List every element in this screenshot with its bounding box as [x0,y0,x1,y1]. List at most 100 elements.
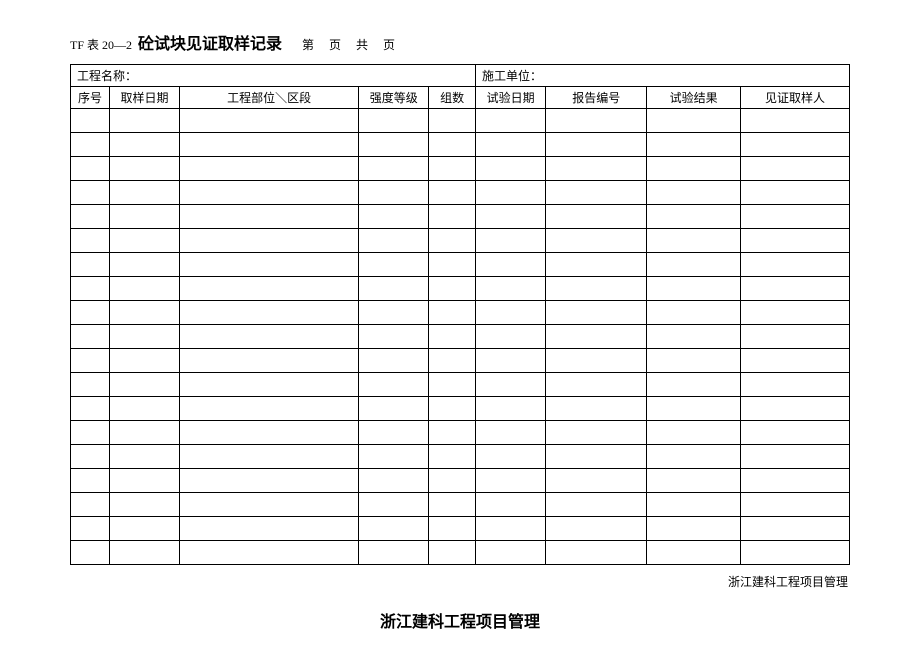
table-cell [546,157,647,181]
construction-unit-cell: 施工单位： [476,65,850,87]
col-report-no: 报告编号 [546,87,647,109]
table-cell [647,397,740,421]
table-row [71,133,850,157]
table-row [71,493,850,517]
table-cell [546,277,647,301]
table-cell [359,469,429,493]
table-cell [359,517,429,541]
table-cell [647,277,740,301]
table-cell [647,253,740,277]
table-cell [180,421,359,445]
table-cell [740,253,849,277]
table-cell [359,325,429,349]
table-cell [180,397,359,421]
table-row [71,445,850,469]
project-name-cell: 工程名称： [71,65,476,87]
table-cell [476,421,546,445]
table-cell [109,397,179,421]
table-cell [180,205,359,229]
table-cell [180,133,359,157]
table-cell [546,493,647,517]
table-cell [359,301,429,325]
table-cell [71,397,110,421]
col-seq: 序号 [71,87,110,109]
table-cell [71,181,110,205]
table-cell [180,517,359,541]
table-cell [740,229,849,253]
table-cell [476,229,546,253]
table-cell [740,133,849,157]
table-cell [109,517,179,541]
table-cell [429,133,476,157]
table-cell [546,133,647,157]
table-cell [429,301,476,325]
table-cell [180,493,359,517]
table-cell [71,493,110,517]
table-cell [180,253,359,277]
table-cell [180,157,359,181]
table-cell [359,229,429,253]
table-cell [109,205,179,229]
table-cell [647,325,740,349]
table-cell [71,445,110,469]
table-cell [109,277,179,301]
table-row [71,325,850,349]
table-cell [476,517,546,541]
table-cell [180,325,359,349]
table-cell [109,469,179,493]
table-cell [546,397,647,421]
table-cell [546,109,647,133]
table-cell [71,325,110,349]
table-row [71,205,850,229]
table-cell [740,493,849,517]
table-cell [476,349,546,373]
table-cell [740,181,849,205]
table-cell [546,229,647,253]
table-cell [647,229,740,253]
table-cell [71,421,110,445]
table-cell [429,229,476,253]
table-cell [647,445,740,469]
table-cell [647,205,740,229]
table-row [71,541,850,565]
table-cell [546,325,647,349]
table-cell [429,445,476,469]
table-cell [180,445,359,469]
table-cell [359,421,429,445]
table-cell [647,181,740,205]
table-cell [180,181,359,205]
table-cell [109,181,179,205]
table-cell [71,277,110,301]
table-row [71,229,850,253]
col-sample-date: 取样日期 [109,87,179,109]
table-cell [359,349,429,373]
table-cell [546,421,647,445]
table-row [71,421,850,445]
table-cell [546,301,647,325]
table-cell [476,133,546,157]
table-cell [71,109,110,133]
table-cell [476,157,546,181]
table-cell [476,397,546,421]
table-cell [429,205,476,229]
footer-right: 浙江建科工程项目管理 [70,573,850,590]
col-result: 试验结果 [647,87,740,109]
col-part: 工程部位＼区段 [180,87,359,109]
table-cell [429,541,476,565]
table-cell [180,349,359,373]
table-cell [476,373,546,397]
table-cell [71,301,110,325]
table-cell [429,349,476,373]
table-cell [740,445,849,469]
table-cell [429,109,476,133]
table-cell [71,157,110,181]
table-cell [359,493,429,517]
table-cell [359,397,429,421]
table-cell [180,541,359,565]
table-row [71,109,850,133]
table-cell [71,373,110,397]
table-cell [429,373,476,397]
table-cell [546,349,647,373]
table-cell [359,205,429,229]
table-cell [546,469,647,493]
